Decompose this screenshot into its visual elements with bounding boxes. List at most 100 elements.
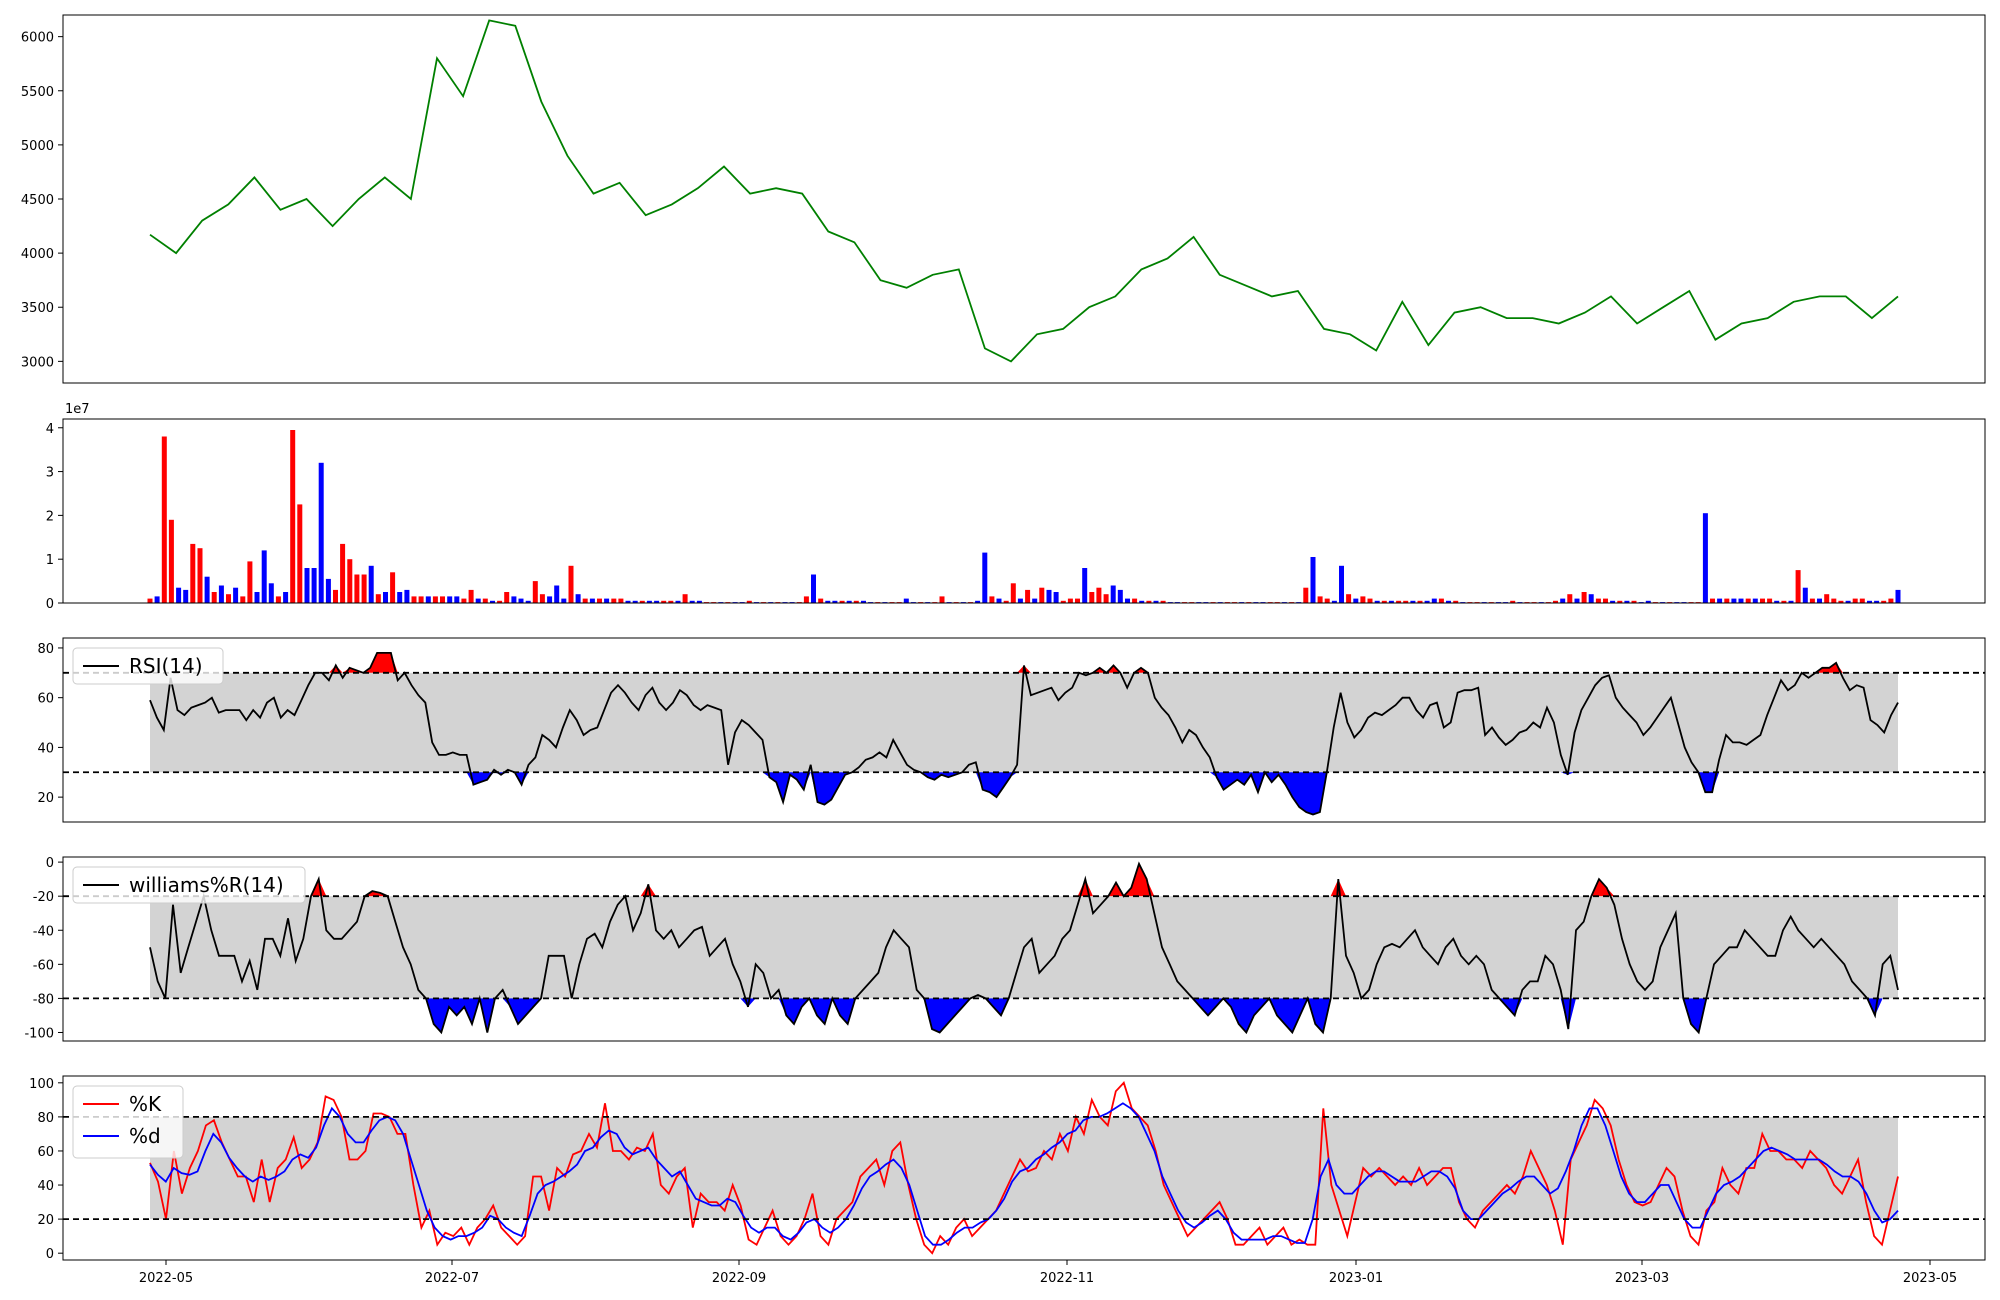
volume-bar — [1845, 600, 1851, 603]
stochastic-legend: %K %d — [72, 1085, 184, 1159]
volume-bar — [1867, 600, 1872, 603]
volume-bar — [568, 565, 574, 603]
rsi-line — [149, 652, 1899, 816]
volume-bar — [689, 600, 695, 603]
williams-legend: williams%R(14) — [72, 866, 306, 904]
volume-bar — [190, 543, 196, 603]
volume-bar — [1032, 598, 1038, 603]
volume-bar — [1067, 598, 1073, 603]
volume-bar — [1881, 600, 1887, 603]
volume-bar — [1374, 600, 1380, 603]
y-tick-label: 60 — [37, 692, 54, 707]
volume-bar — [811, 574, 816, 603]
volume-bar — [354, 574, 360, 603]
volume-bar — [1039, 587, 1045, 603]
volume-bar — [1017, 598, 1023, 603]
volume-bar — [1003, 600, 1009, 603]
volume-bar — [183, 589, 189, 603]
volume-bar — [161, 436, 167, 603]
volume-bar — [1581, 592, 1587, 603]
y-tick-label: -40 — [33, 924, 54, 939]
volume-bar — [632, 600, 638, 603]
volume-bar — [197, 548, 203, 603]
y-tick-label: 3 — [46, 466, 54, 481]
volume-bar — [1324, 598, 1330, 603]
volume-bar — [1082, 568, 1088, 603]
volume-bar — [1025, 589, 1031, 603]
volume-bar — [832, 600, 838, 603]
volume-bar — [1431, 598, 1437, 603]
volume-bar — [1303, 587, 1309, 603]
rsi-legend: RSI(14) — [72, 647, 224, 685]
volume-bar — [839, 600, 845, 603]
volume-bar — [604, 598, 610, 603]
volume-bar — [1446, 600, 1451, 603]
legend-box — [72, 1085, 184, 1159]
volume-bar — [547, 596, 553, 603]
volume-bar — [1053, 592, 1059, 603]
volume-bar — [490, 600, 495, 603]
volume-bar — [1617, 600, 1623, 603]
volume-bar — [1110, 585, 1116, 603]
y-tick-label: 80 — [37, 1111, 54, 1126]
x-tick-label: 2023-01 — [1329, 1271, 1383, 1286]
volume-bar — [996, 598, 1002, 603]
volume-bar — [475, 598, 481, 603]
volume-bar — [497, 600, 503, 603]
y-tick-label: 20 — [37, 1213, 54, 1228]
y-tick-label: 4 — [46, 422, 54, 437]
volume-bar — [1089, 592, 1095, 603]
y-tick-label: 1 — [46, 553, 54, 568]
x-tick-label: 2022-09 — [712, 1271, 766, 1286]
volume-bar — [1153, 600, 1159, 603]
volume-bar — [1859, 598, 1865, 603]
x-tick-label: 2022-11 — [1040, 1271, 1094, 1286]
volume-bar — [383, 592, 388, 603]
volume-bar — [1339, 565, 1344, 603]
volume-bar — [176, 587, 182, 603]
volume-bar — [825, 600, 831, 603]
volume-bar — [1767, 598, 1773, 603]
volume-bar — [1852, 598, 1858, 603]
volume-bar — [554, 585, 560, 603]
price-line — [149, 19, 1899, 363]
legend-label: RSI(14) — [129, 654, 203, 678]
y-tick-label: 40 — [37, 741, 54, 756]
volume-bar — [211, 592, 217, 603]
volume-bar — [1417, 600, 1423, 603]
y-tick-label: 4500 — [21, 193, 54, 208]
volume-bar — [625, 600, 631, 603]
volume-bar — [1331, 600, 1337, 603]
volume-bar — [1574, 598, 1580, 603]
volume-bar — [611, 598, 617, 603]
volume-bar — [425, 596, 431, 603]
y-tick-label: 80 — [37, 642, 54, 657]
volume-bar — [675, 600, 681, 603]
volume-bar — [1738, 598, 1744, 603]
panel-williams: williams%R(14) 0 -20 -40 -60 -80 -100 — [24, 856, 1986, 1042]
volume-bar — [646, 600, 652, 603]
volume-bar — [1888, 598, 1894, 603]
volume-bar — [1360, 596, 1366, 603]
volume-bar — [261, 550, 267, 603]
y-tick-label: 3000 — [21, 355, 54, 370]
volume-bar — [654, 600, 660, 603]
volume-bar — [597, 598, 602, 603]
volume-bar — [290, 430, 296, 603]
volume-bar — [1603, 598, 1608, 603]
y-tick-label: 5500 — [21, 85, 54, 100]
legend-box — [72, 866, 306, 904]
volume-bar — [1117, 589, 1123, 603]
volume-bar — [1388, 600, 1394, 603]
volume-bar — [1781, 600, 1787, 603]
volume-bar — [1788, 600, 1794, 603]
volume-bar — [861, 600, 866, 603]
volume-bar — [1745, 598, 1751, 603]
volume-bar — [561, 598, 567, 603]
volume-bar — [1139, 600, 1145, 603]
volume-bar — [361, 574, 367, 603]
stochastic-band — [150, 1116, 1898, 1220]
panel-price: 3000 3500 4000 4500 5000 5500 6000 — [21, 14, 1986, 384]
y-tick-label: -20 — [33, 890, 54, 905]
